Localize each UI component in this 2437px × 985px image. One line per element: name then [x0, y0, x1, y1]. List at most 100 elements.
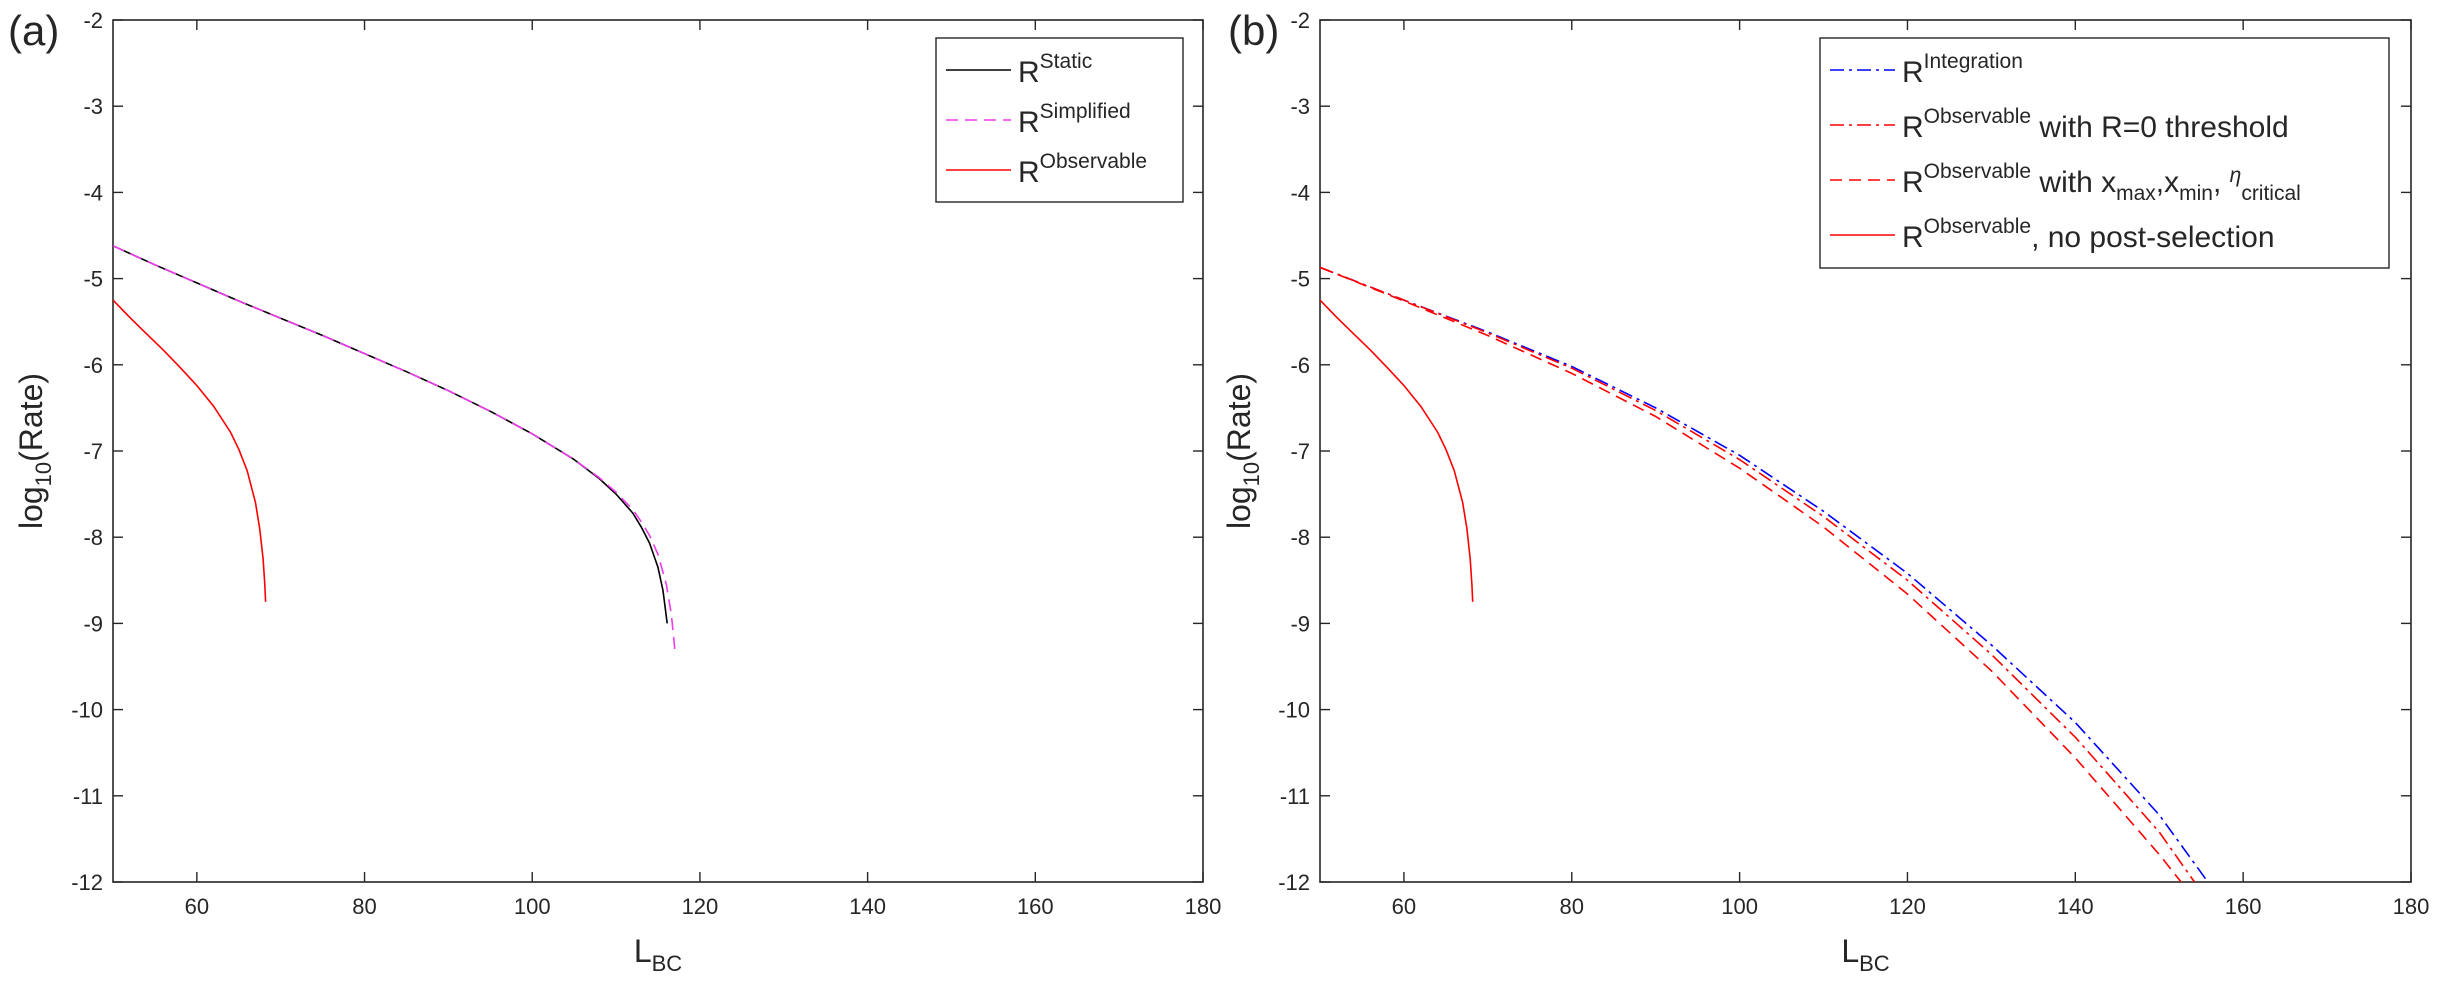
series-group — [1320, 266, 2209, 882]
legend-entry-1: RStatic — [1018, 50, 1092, 89]
y-tick-label: -3 — [1290, 94, 1310, 119]
y-tick-label: -10 — [1278, 698, 1310, 723]
y-tick-label: -5 — [83, 267, 103, 292]
y-tick-label: -8 — [83, 525, 103, 550]
legend-entry-rest: ,x — [2156, 166, 2179, 199]
legend-entry-3: RObservable — [1018, 150, 1147, 189]
series-line-2 — [1320, 266, 2196, 882]
y-axis: -2 -3 -4 -5 -6 -7 -8 -9 -10 -11 -12 — [71, 8, 1203, 895]
x-tick-label: 160 — [2225, 894, 2262, 919]
x-tick-label: 180 — [2393, 894, 2430, 919]
y-tick-label: -11 — [73, 784, 103, 809]
y-tick-label: -4 — [83, 180, 103, 205]
x-tick-label: 80 — [352, 894, 376, 919]
y-tick-label: -10 — [71, 698, 103, 723]
y-tick-label: -5 — [1290, 267, 1310, 292]
y-tick-label: -7 — [1290, 439, 1310, 464]
legend-entry-name: R — [1902, 111, 1924, 144]
legend-entry-2: RObservable with R=0 threshold — [1902, 105, 2289, 144]
x-axis-label: LBC — [1841, 933, 1889, 976]
legend-entry-name: R — [1018, 156, 1040, 189]
legend-entry-rest: , no post-selection — [2031, 221, 2274, 254]
legend-entry-rest: with R=0 threshold — [2031, 111, 2289, 144]
x-axis-label-sub: BC — [1859, 951, 1890, 976]
y-tick-label: -7 — [83, 439, 103, 464]
y-axis-label-rest: (Rate) — [13, 373, 49, 462]
legend-entry-sub: min — [2179, 182, 2213, 205]
series-group — [113, 245, 676, 650]
x-axis-label-main: L — [1841, 933, 1859, 969]
y-axis-label: log10(Rate) — [13, 373, 56, 529]
series-line-3 — [1320, 266, 2182, 882]
y-tick-label: -11 — [1280, 784, 1310, 809]
y-tick-label: -3 — [83, 94, 103, 119]
x-axis: 60 80 100 120 140 160 180 — [185, 20, 1222, 919]
legend-entry-4: RObservable, no post-selection — [1902, 215, 2275, 254]
legend-entry-name: R — [1902, 166, 1924, 199]
x-tick-label: 60 — [185, 894, 209, 919]
legend-entry-3: RObservable with xmax,xmin, ηcritical — [1902, 160, 2301, 205]
x-tick-label: 140 — [849, 894, 886, 919]
y-axis-label-sub: 10 — [1239, 462, 1264, 486]
legend-entry-name: R — [1902, 221, 1924, 254]
legend-box — [935, 37, 1184, 203]
x-tick-label: 180 — [1185, 894, 1222, 919]
y-axis-label-sub: 10 — [31, 462, 56, 486]
x-tick-label: 100 — [514, 894, 551, 919]
x-tick-label: 120 — [1889, 894, 1926, 919]
legend-entry-rest: , — [2213, 166, 2230, 199]
legend-entry-name: R — [1902, 56, 1924, 89]
legend-entry-eta: η — [2230, 164, 2242, 187]
legend-entry-sup: Static — [1040, 50, 1093, 73]
series-line-2 — [113, 245, 676, 650]
series-line-3 — [113, 299, 267, 602]
y-tick-label: -2 — [83, 8, 103, 33]
legend-entry-name: R — [1018, 106, 1040, 139]
legend-entry-sup: Integration — [1924, 50, 2023, 73]
y-axis-label-main: log — [13, 486, 49, 529]
y-axis: -2 -3 -4 -5 -6 -7 -8 -9 -10 -11 -12 — [1278, 8, 2411, 895]
x-axis-label-sub: BC — [652, 951, 683, 976]
legend-entry-sup: Observable — [1924, 160, 2031, 183]
x-tick-label: 60 — [1392, 894, 1416, 919]
x-axis: 60 80 100 120 140 160 180 — [1392, 20, 2430, 919]
legend-entry-sup: Observable — [1040, 150, 1147, 173]
y-tick-label: -12 — [1278, 870, 1310, 895]
x-axis-label: LBC — [634, 933, 682, 976]
panel-b: 60 80 100 120 140 160 180 -2 -3 -4 -5 -6 -7 -8 -9 -10 -1… — [1221, 7, 2429, 976]
y-tick-label: -4 — [1290, 180, 1310, 205]
y-tick-label: -6 — [1290, 353, 1310, 378]
legend-entry-rest: with x — [2031, 166, 2116, 199]
y-axis-label: log10(Rate) — [1221, 373, 1264, 529]
y-tick-label: -2 — [1290, 8, 1310, 33]
x-tick-label: 160 — [1017, 894, 1054, 919]
legend-entry-sup: Observable — [1924, 105, 2031, 128]
panel-a: 60 80 100 120 140 160 180 -2 -3 -4 -5 -6 -7 -8 -9 -10 -1… — [8, 7, 1221, 976]
y-tick-label: -12 — [71, 870, 103, 895]
x-tick-label: 100 — [1721, 894, 1758, 919]
x-axis-label-main: L — [634, 933, 652, 969]
y-axis-label-rest: (Rate) — [1221, 373, 1257, 462]
legend-entry-sup: Simplified — [1040, 100, 1131, 123]
legend-entry-name: R — [1018, 56, 1040, 89]
series-line-4 — [1320, 299, 1474, 602]
x-tick-label: 140 — [2057, 894, 2094, 919]
y-tick-label: -9 — [1290, 611, 1310, 636]
legend-box — [1819, 37, 2390, 269]
y-tick-label: -8 — [1290, 525, 1310, 550]
x-tick-label: 120 — [682, 894, 719, 919]
legend-entry-sub: critical — [2241, 182, 2301, 205]
legend-entry-sub: max — [2116, 182, 2156, 205]
x-tick-label: 80 — [1560, 894, 1584, 919]
y-axis-label-main: log — [1221, 486, 1257, 529]
y-tick-label: -9 — [83, 611, 103, 636]
legend-entry-sup: Observable — [1924, 215, 2031, 238]
panel-label: (a) — [8, 7, 59, 54]
y-tick-label: -6 — [83, 353, 103, 378]
legend-entry-1: RIntegration — [1902, 50, 2023, 89]
panel-label: (b) — [1228, 7, 1279, 54]
legend-entry-2: RSimplified — [1018, 100, 1131, 139]
